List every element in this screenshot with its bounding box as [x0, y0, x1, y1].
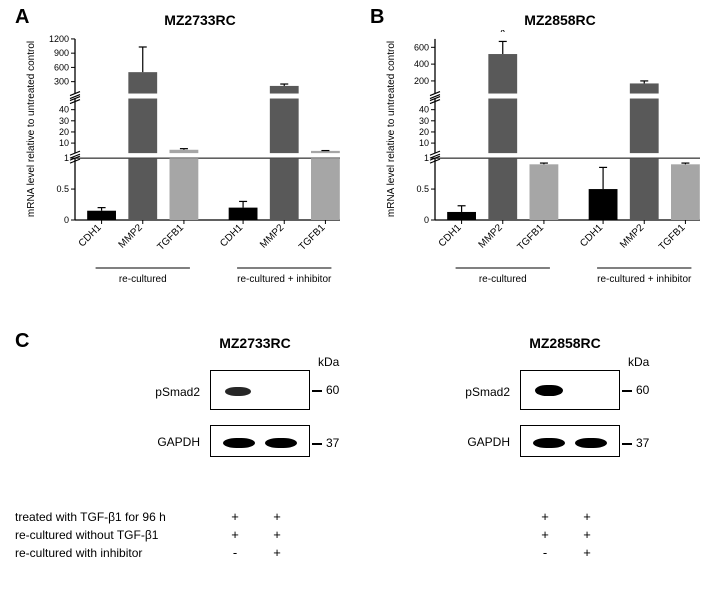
svg-text:CDH1: CDH1 [578, 222, 605, 249]
mw-tick-4 [622, 443, 632, 445]
band-gapdh-left-lane2 [265, 438, 297, 448]
psmad2-label-right: pSmad2 [450, 385, 510, 399]
pm-r-1-1: + [580, 527, 594, 542]
pm-l-0-0: + [228, 509, 242, 524]
band-gapdh-left-lane1 [223, 438, 255, 448]
svg-text:600: 600 [414, 42, 429, 52]
pm-l-1-0: + [228, 527, 242, 542]
panel-a-svg: 0 0.5 1 10203040 300 600 900 1200 mRNA level rel… [20, 30, 350, 300]
blot-gapdh-left [210, 425, 310, 457]
gapdh-label-left: GAPDH [140, 435, 200, 449]
svg-text:0.5: 0.5 [56, 184, 69, 194]
band-gapdh-right-lane1 [533, 438, 565, 448]
panel-a-label: A [15, 6, 29, 29]
panel-a-title: MZ2733RC [140, 12, 260, 28]
kda-label-right: kDa [628, 355, 649, 369]
pm-r-0-0: + [538, 509, 552, 524]
svg-text:TGFB1: TGFB1 [297, 222, 328, 253]
pm-l-1-1: + [270, 527, 284, 542]
mw-tick-2 [312, 443, 322, 445]
band-gapdh-right-lane2 [575, 438, 607, 448]
band-psmad2-right-lane1 [535, 385, 563, 396]
svg-text:re-cultured + inhibitor: re-cultured + inhibitor [597, 274, 692, 285]
svg-text:0.5: 0.5 [416, 184, 429, 194]
svg-text:1: 1 [64, 153, 69, 163]
pm-l-2-0: - [228, 545, 242, 560]
mw-37-left: 37 [326, 436, 339, 450]
panel-b-chart: 0 0.5 1 10203040 200 400 600 mRNA level relativ… [380, 30, 710, 300]
svg-text:400: 400 [414, 59, 429, 69]
svg-text:TGFB1: TGFB1 [657, 222, 688, 253]
mw-tick-1 [312, 390, 322, 392]
panel-c-title-1: MZ2733RC [200, 335, 310, 351]
svg-text:20: 20 [59, 127, 69, 137]
svg-text:re-cultured + inhibitor: re-cultured + inhibitor [237, 274, 332, 285]
svg-text:mRNA level relative to untreat: mRNA level relative to untreated control [26, 41, 37, 217]
svg-text:600: 600 [54, 62, 69, 72]
svg-text:300: 300 [54, 77, 69, 87]
mw-tick-3 [622, 390, 632, 392]
blot-gapdh-right [520, 425, 620, 457]
svg-text:*: * [500, 30, 506, 41]
svg-text:0: 0 [424, 215, 429, 225]
svg-text:MMP2: MMP2 [117, 222, 146, 251]
pm-r-1-0: + [538, 527, 552, 542]
svg-text:MMP2: MMP2 [477, 222, 506, 251]
svg-text:CDH1: CDH1 [218, 222, 245, 249]
pm-r-0-1: + [580, 509, 594, 524]
cond-row-2-label: re-cultured with inhibitor [15, 546, 142, 560]
svg-text:30: 30 [59, 116, 69, 126]
psmad2-label-left: pSmad2 [140, 385, 200, 399]
pm-r-2-1: + [580, 545, 594, 560]
mw-37-right: 37 [636, 436, 649, 450]
svg-text:10: 10 [419, 138, 429, 148]
svg-text:200: 200 [414, 76, 429, 86]
svg-text:MMP2: MMP2 [258, 222, 287, 251]
cond-row-0-label: treated with TGF-β1 for 96 h [15, 510, 166, 524]
svg-text:CDH1: CDH1 [437, 222, 464, 249]
panel-c-title-2: MZ2858RC [510, 335, 620, 351]
svg-text:900: 900 [54, 48, 69, 58]
pm-l-2-1: + [270, 545, 284, 560]
blot-psmad2-right [520, 370, 620, 410]
svg-text:TGFB1: TGFB1 [515, 222, 546, 253]
svg-text:re-cultured: re-cultured [119, 274, 167, 285]
panel-c-label: C [15, 330, 29, 353]
svg-text:30: 30 [419, 116, 429, 126]
svg-text:MMP2: MMP2 [618, 222, 647, 251]
svg-text:40: 40 [419, 105, 429, 115]
pm-l-0-1: + [270, 509, 284, 524]
cond-row-1-label: re-cultured without TGF-β1 [15, 528, 158, 542]
svg-text:10: 10 [59, 138, 69, 148]
svg-text:TGFB1: TGFB1 [155, 222, 186, 253]
panel-b-label: B [370, 6, 384, 29]
mw-60-left: 60 [326, 383, 339, 397]
svg-text:20: 20 [419, 127, 429, 137]
panel-b-title: MZ2858RC [500, 12, 620, 28]
pm-r-2-0: - [538, 545, 552, 560]
mw-60-right: 60 [636, 383, 649, 397]
svg-text:1200: 1200 [49, 34, 69, 44]
panel-b-svg: 0 0.5 1 10203040 200 400 600 mRNA level relativ… [380, 30, 710, 300]
band-psmad2-left-lane1 [225, 387, 251, 396]
panel-a-chart: 0 0.5 1 10203040 300 600 900 1200 mRNA level rel… [20, 30, 350, 300]
svg-text:1: 1 [424, 153, 429, 163]
gapdh-label-right: GAPDH [450, 435, 510, 449]
svg-text:0: 0 [64, 215, 69, 225]
svg-text:CDH1: CDH1 [77, 222, 104, 249]
blot-psmad2-left [210, 370, 310, 410]
svg-text:re-cultured: re-cultured [479, 274, 527, 285]
svg-text:mRNA level relative to untreat: mRNA level relative to untreated control [386, 41, 397, 217]
svg-text:40: 40 [59, 105, 69, 115]
kda-label-left: kDa [318, 355, 339, 369]
